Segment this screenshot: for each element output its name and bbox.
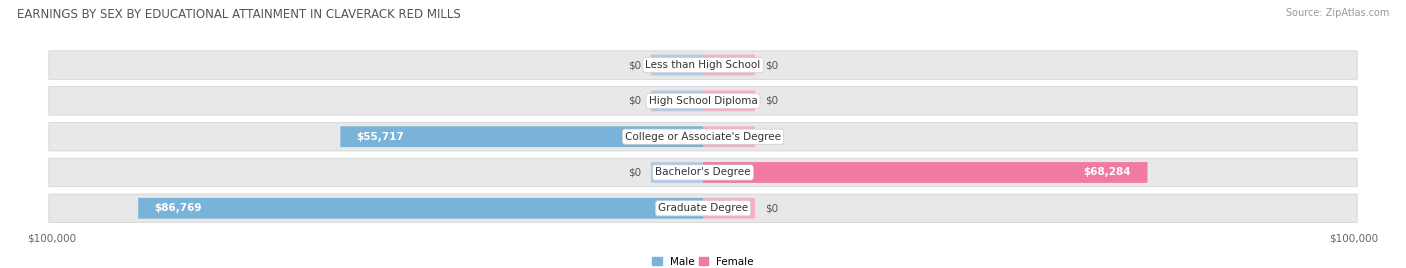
FancyBboxPatch shape (651, 91, 703, 111)
Text: Less than High School: Less than High School (645, 60, 761, 70)
FancyBboxPatch shape (49, 194, 1357, 222)
Text: $0: $0 (628, 96, 641, 106)
FancyBboxPatch shape (49, 51, 1357, 79)
Text: $0: $0 (765, 132, 778, 142)
FancyBboxPatch shape (703, 55, 755, 76)
FancyBboxPatch shape (49, 158, 1357, 187)
FancyBboxPatch shape (703, 162, 1147, 183)
FancyBboxPatch shape (703, 91, 755, 111)
Text: $55,717: $55,717 (357, 132, 405, 142)
FancyBboxPatch shape (703, 198, 755, 219)
Text: High School Diploma: High School Diploma (648, 96, 758, 106)
Text: $0: $0 (628, 168, 641, 177)
Text: College or Associate's Degree: College or Associate's Degree (626, 132, 780, 142)
Text: Bachelor's Degree: Bachelor's Degree (655, 168, 751, 177)
Text: Graduate Degree: Graduate Degree (658, 203, 748, 213)
Text: $86,769: $86,769 (155, 203, 202, 213)
Text: $0: $0 (765, 96, 778, 106)
FancyBboxPatch shape (49, 87, 1357, 115)
Text: $68,284: $68,284 (1084, 168, 1132, 177)
Text: Source: ZipAtlas.com: Source: ZipAtlas.com (1285, 8, 1389, 18)
FancyBboxPatch shape (703, 126, 755, 147)
FancyBboxPatch shape (651, 55, 703, 76)
Text: $0: $0 (628, 60, 641, 70)
Text: EARNINGS BY SEX BY EDUCATIONAL ATTAINMENT IN CLAVERACK RED MILLS: EARNINGS BY SEX BY EDUCATIONAL ATTAINMEN… (17, 8, 461, 21)
FancyBboxPatch shape (138, 198, 703, 219)
Text: $0: $0 (765, 60, 778, 70)
Legend: Male, Female: Male, Female (652, 256, 754, 267)
FancyBboxPatch shape (651, 162, 703, 183)
FancyBboxPatch shape (49, 122, 1357, 151)
FancyBboxPatch shape (340, 126, 703, 147)
Text: $0: $0 (765, 203, 778, 213)
